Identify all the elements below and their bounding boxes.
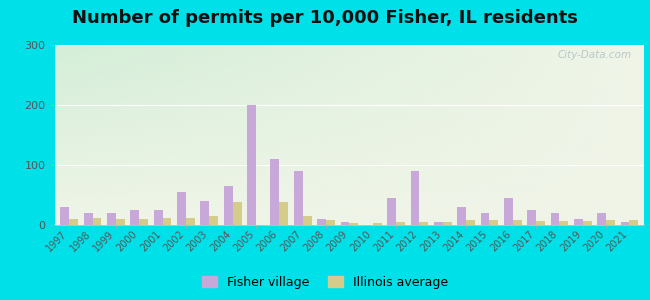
Bar [139,219,148,225]
Bar [92,218,101,225]
Text: Number of permits per 10,000 Fisher, IL residents: Number of permits per 10,000 Fisher, IL … [72,9,578,27]
Bar [434,222,443,225]
Bar [84,213,92,225]
Bar [372,223,382,225]
Bar [107,213,116,225]
Legend: Fisher village, Illinois average: Fisher village, Illinois average [197,271,453,294]
Bar [326,220,335,225]
Bar [419,222,428,225]
Bar [443,222,452,225]
Bar [480,213,489,225]
Bar [233,202,242,225]
Bar [270,159,280,225]
Bar [560,221,568,225]
Bar [60,207,70,225]
Bar [597,213,606,225]
Bar [154,210,162,225]
Bar [209,216,218,225]
Bar [350,223,358,225]
Bar [504,198,513,225]
Bar [186,218,195,225]
Bar [303,216,311,225]
Bar [457,207,466,225]
Bar [387,198,396,225]
Bar [551,213,560,225]
Bar [574,219,583,225]
Bar [489,220,499,225]
Bar [583,221,592,225]
Bar [629,220,638,225]
Text: City-Data.com: City-Data.com [558,50,632,60]
Bar [411,171,419,225]
Bar [162,218,172,225]
Bar [341,222,350,225]
Bar [536,221,545,225]
Bar [466,220,475,225]
Bar [396,222,405,225]
Bar [224,186,233,225]
Bar [527,210,536,225]
Bar [177,192,186,225]
Bar [70,219,78,225]
Bar [317,219,326,225]
Bar [513,220,522,225]
Bar [131,210,139,225]
Bar [247,105,256,225]
Bar [280,202,288,225]
Bar [116,219,125,225]
Bar [621,222,629,225]
Bar [294,171,303,225]
Bar [200,201,209,225]
Bar [606,220,615,225]
